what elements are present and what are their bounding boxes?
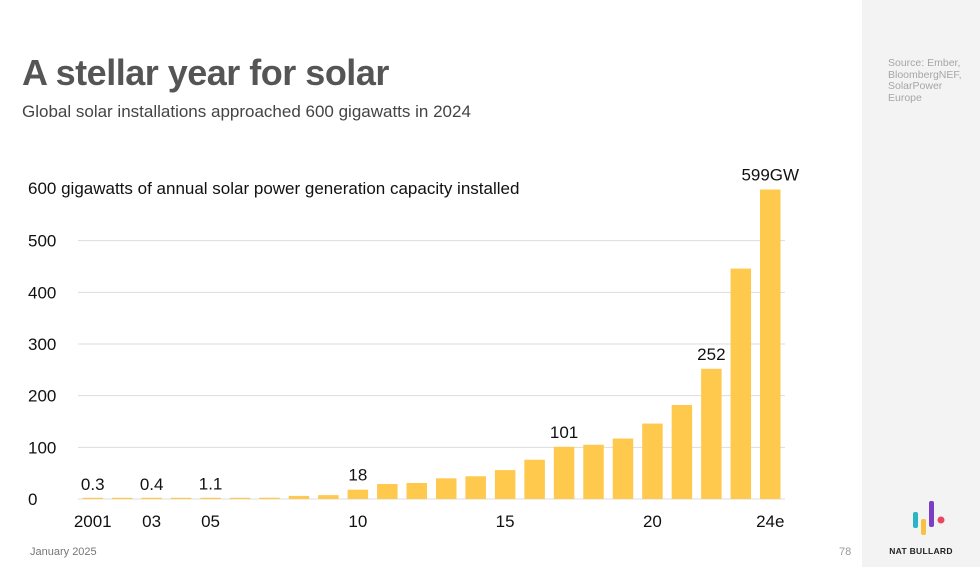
bar-2019	[612, 438, 634, 499]
y-tick-label: 500	[28, 232, 56, 251]
bar-2002	[111, 497, 133, 499]
bar-2006	[229, 497, 251, 499]
page-subtitle: Global solar installations approached 60…	[22, 102, 471, 121]
data-label: 101	[550, 423, 578, 442]
bar-2010	[347, 489, 369, 499]
bars	[82, 189, 781, 499]
x-axis: 2001 03 05 10 15 20 24e	[74, 512, 785, 531]
bar-chart: 600 gigawatts of annual solar power gene…	[28, 166, 799, 531]
bar-2001	[82, 497, 103, 499]
data-labels: 0.3 0.4 1.1 18 101 252 599GW	[81, 166, 799, 494]
source-note: Source: Ember, BloombergNEF, SolarPower …	[888, 57, 962, 104]
bar-2008	[288, 495, 310, 499]
bar-2015	[494, 470, 516, 499]
x-tick-label: 10	[348, 512, 367, 531]
bar-2016	[524, 459, 545, 499]
x-tick-label: 15	[496, 512, 515, 531]
bar-2024e	[760, 189, 781, 499]
bar-2009	[318, 495, 339, 499]
bar-2007	[259, 497, 280, 499]
brand-logo-icon	[913, 501, 945, 535]
bar-2003	[141, 497, 162, 499]
bar-2013	[435, 478, 457, 499]
bar-2020	[642, 423, 663, 499]
sidebar: Source: Ember, BloombergNEF, SolarPower …	[862, 0, 980, 567]
data-label: 599GW	[741, 166, 799, 185]
y-tick-label: 300	[28, 335, 56, 354]
y-tick-label: 100	[28, 438, 56, 457]
x-tick-label: 03	[142, 512, 161, 531]
gridlines	[78, 240, 785, 500]
y-tick-label: 400	[28, 283, 56, 302]
x-tick-label: 24e	[756, 512, 784, 531]
x-tick-label: 20	[643, 512, 662, 531]
data-label: 18	[348, 466, 367, 485]
y-tick-label: 200	[28, 387, 56, 406]
x-tick-label: 05	[201, 512, 220, 531]
bar-2012	[406, 482, 428, 499]
bar-2011	[377, 484, 398, 499]
data-label: 0.3	[81, 475, 105, 494]
page-title: A stellar year for solar	[22, 52, 389, 93]
bar-2017	[553, 446, 575, 499]
data-label: 1.1	[199, 474, 223, 493]
bar-2004	[170, 497, 192, 499]
chart-title: 600 gigawatts of annual solar power gene…	[28, 179, 519, 198]
page-number: 78	[839, 546, 852, 558]
data-label: 252	[697, 345, 725, 364]
footer-date: January 2025	[30, 546, 97, 558]
bar-2005	[200, 497, 221, 499]
bar-2021	[671, 404, 693, 499]
bar-2014	[465, 476, 486, 499]
brand-name: NAT BULLARD	[889, 546, 953, 556]
bar-2022	[701, 368, 722, 499]
y-tick-label: 0	[28, 490, 37, 509]
bar-2023	[730, 268, 752, 499]
bar-2018	[583, 444, 604, 499]
y-axis: 0 100 200 300 400 500	[28, 232, 56, 509]
x-tick-label: 2001	[74, 512, 112, 531]
data-label: 0.4	[140, 475, 164, 494]
